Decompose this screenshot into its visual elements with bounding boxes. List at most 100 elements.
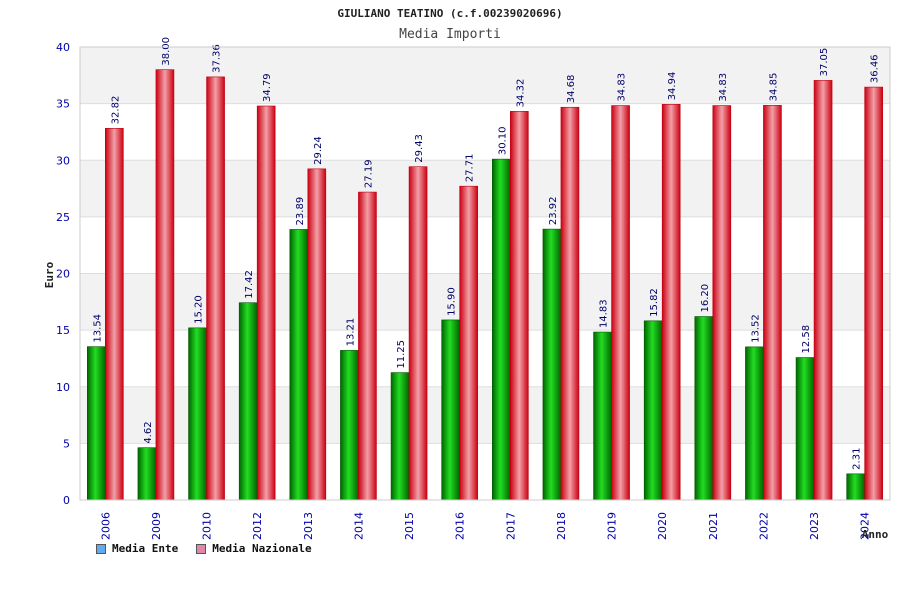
legend-label-media-ente: Media Ente bbox=[112, 542, 179, 555]
x-tick-label: 2016 bbox=[454, 512, 467, 540]
x-tick-label: 2012 bbox=[251, 512, 264, 540]
data-label: 23.89 bbox=[295, 197, 306, 226]
bar-media-nazionale-2009 bbox=[155, 69, 175, 501]
bar-media-ente-2006 bbox=[87, 346, 106, 501]
x-tick-label: 2019 bbox=[606, 512, 619, 540]
x-tick-label: 2006 bbox=[99, 512, 112, 540]
bar-media-ente-2012 bbox=[238, 302, 258, 501]
bar-media-nazionale-2017 bbox=[510, 111, 529, 501]
data-label: 34.83 bbox=[718, 73, 729, 102]
data-label: 34.85 bbox=[768, 73, 779, 102]
data-label: 16.20 bbox=[700, 284, 711, 313]
bar-media-nazionale-2006 bbox=[105, 128, 124, 501]
bar-media-ente-2018 bbox=[542, 228, 562, 501]
data-label: 36.46 bbox=[870, 54, 881, 83]
data-label: 27.71 bbox=[465, 154, 476, 183]
y-tick-label: 40 bbox=[56, 41, 70, 54]
bar-media-nazionale-2023 bbox=[813, 80, 833, 501]
axes: 0 5 10 15 20 25 30 35 40 2006 2009 2010 2012 2013 2014… bbox=[56, 41, 891, 540]
bar-media-nazionale-2015 bbox=[408, 166, 428, 501]
legend-label-media-nazionale: Media Nazionale bbox=[212, 542, 312, 555]
bar-media-nazionale-2020 bbox=[661, 104, 681, 501]
chart-subtitle: Media Importi bbox=[399, 27, 501, 42]
x-tick-label: 2024 bbox=[859, 512, 872, 540]
data-label: 15.82 bbox=[649, 288, 660, 317]
legend-swatch-media-ente bbox=[96, 543, 106, 554]
data-label: 23.92 bbox=[548, 196, 559, 225]
x-axis-label: Anno bbox=[862, 528, 889, 541]
x-tick-label: 2017 bbox=[504, 512, 517, 540]
bar-media-ente-2017 bbox=[492, 158, 511, 501]
bar-media-ente-2015 bbox=[390, 372, 410, 501]
bar-media-ente-2024 bbox=[846, 473, 865, 501]
data-label: 13.52 bbox=[750, 314, 761, 343]
x-tick-label: 2015 bbox=[403, 512, 416, 540]
bar-media-nazionale-2022 bbox=[763, 105, 782, 501]
x-tick-label: 2023 bbox=[808, 512, 821, 540]
data-label: 4.62 bbox=[143, 421, 154, 443]
data-label: 2.31 bbox=[852, 448, 863, 470]
bar-media-nazionale-2010 bbox=[206, 76, 225, 501]
bar-media-nazionale-2012 bbox=[256, 105, 276, 501]
plot-frame bbox=[79, 46, 891, 501]
x-tick-label: 2009 bbox=[150, 512, 163, 540]
bar-media-nazionale-2016 bbox=[459, 185, 478, 501]
chart-title: GIULIANO TEATINO (c.f.00239020696) bbox=[337, 7, 562, 20]
bar-media-ente-2014 bbox=[340, 350, 359, 501]
data-label: 34.79 bbox=[262, 73, 273, 102]
x-tick-label: 2013 bbox=[302, 512, 315, 540]
data-label: 29.24 bbox=[313, 136, 324, 165]
x-tick-label: 2020 bbox=[656, 512, 669, 540]
y-tick-label: 20 bbox=[56, 268, 70, 281]
data-label: 11.25 bbox=[396, 340, 407, 369]
data-label: 27.19 bbox=[363, 159, 374, 188]
bar-media-nazionale-2018 bbox=[560, 106, 580, 501]
bar-media-nazionale-2019 bbox=[611, 105, 630, 501]
bar-media-nazionale-2014 bbox=[358, 191, 377, 501]
data-label: 34.68 bbox=[566, 75, 577, 104]
y-tick-label: 15 bbox=[56, 324, 70, 337]
legend-item-media-ente: Media Ente bbox=[96, 542, 178, 555]
bar-media-nazionale-2013 bbox=[307, 168, 327, 501]
data-label: 17.42 bbox=[244, 270, 255, 299]
y-tick-label: 30 bbox=[56, 154, 70, 167]
bar-media-ente-2020 bbox=[643, 320, 663, 501]
legend: Media Ente Media Nazionale bbox=[96, 542, 312, 555]
data-label: 13.54 bbox=[92, 314, 103, 343]
data-label: 12.58 bbox=[801, 325, 812, 354]
data-label: 34.94 bbox=[667, 72, 678, 101]
data-labels: 13.54 32.82 4.62 38.00 15.20 37.36 17.42 34.79 2… bbox=[92, 37, 880, 470]
bar-media-ente-2009 bbox=[137, 447, 157, 501]
data-label: 14.83 bbox=[599, 299, 610, 328]
data-label: 34.83 bbox=[617, 73, 628, 102]
bar-media-ente-2019 bbox=[593, 331, 612, 501]
x-tick-label: 2010 bbox=[201, 512, 214, 540]
bar-media-ente-2016 bbox=[441, 319, 460, 501]
data-label: 13.21 bbox=[345, 318, 356, 347]
data-label: 15.90 bbox=[447, 287, 458, 316]
data-label: 37.05 bbox=[819, 48, 830, 77]
data-label: 37.36 bbox=[212, 44, 223, 73]
x-tick-label: 2022 bbox=[757, 512, 770, 540]
legend-item-media-nazionale: Media Nazionale bbox=[196, 542, 312, 555]
y-axis-label: Euro bbox=[43, 261, 56, 288]
bar-media-ente-2013 bbox=[289, 229, 309, 501]
bar-media-nazionale-2024 bbox=[864, 86, 883, 501]
data-label: 29.43 bbox=[414, 134, 425, 163]
y-tick-label: 25 bbox=[56, 211, 70, 224]
bar-media-ente-2021 bbox=[694, 316, 714, 501]
x-tick-label: 2014 bbox=[352, 512, 365, 540]
bar-media-ente-2022 bbox=[745, 346, 764, 501]
y-tick-label: 5 bbox=[63, 437, 70, 450]
y-tick-label: 0 bbox=[63, 494, 70, 507]
data-label: 38.00 bbox=[161, 37, 172, 66]
bar-media-ente-2023 bbox=[795, 357, 815, 501]
x-tick-label: 2018 bbox=[555, 512, 568, 540]
data-label: 32.82 bbox=[110, 96, 121, 125]
data-label: 15.20 bbox=[194, 295, 205, 324]
legend-swatch-media-nazionale bbox=[196, 543, 207, 554]
bars bbox=[87, 69, 883, 501]
data-label: 30.10 bbox=[497, 126, 508, 155]
data-label: 34.32 bbox=[515, 79, 526, 108]
